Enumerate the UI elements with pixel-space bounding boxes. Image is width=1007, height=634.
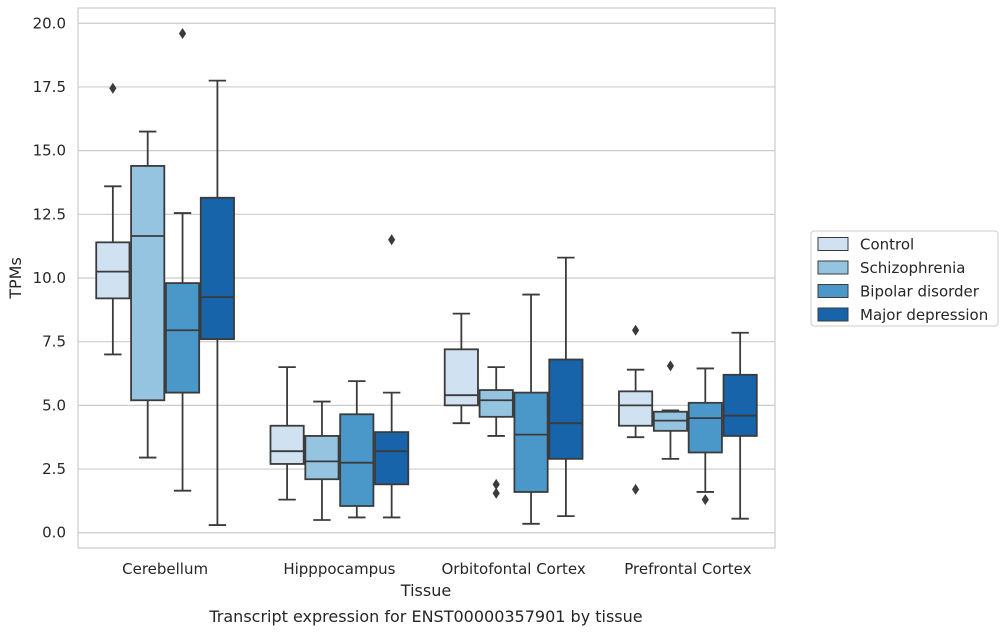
legend-label: Schizophrenia (860, 259, 965, 277)
y-tick-label: 7.5 (42, 333, 66, 351)
x-tick-label: Orbitofontal Cortex (442, 560, 586, 578)
box-iqr (722, 373, 758, 437)
x-tick-label: Cerebellum (122, 560, 208, 578)
box-iqr (339, 413, 375, 507)
box-2-2 (513, 293, 549, 525)
x-tick-label: Prefrontal Cortex (624, 560, 751, 578)
box-1-0 (269, 366, 305, 501)
y-tick-label: 12.5 (33, 205, 66, 223)
x-axis-title: Tissue (400, 581, 451, 600)
box-iqr (304, 435, 340, 481)
box-groups (95, 27, 758, 526)
legend-label: Control (860, 236, 914, 254)
box-iqr (478, 389, 514, 418)
box-3-0 (618, 324, 654, 495)
y-tick-label: 20.0 (33, 14, 66, 32)
legend: Control Schizophrenia Bipolar disorder Majo… (810, 230, 999, 327)
y-tick-label: 2.5 (42, 460, 66, 478)
box-0-0 (95, 82, 131, 356)
box-3-2 (687, 367, 723, 506)
box-iqr (269, 424, 305, 465)
legend-swatch (817, 284, 849, 298)
box-iqr (687, 401, 723, 454)
y-tick-label: 17.5 (33, 78, 66, 96)
box-2-3 (548, 256, 584, 518)
box-iqr (199, 196, 235, 341)
legend-label: Major depression (860, 306, 988, 324)
box-iqr (374, 431, 410, 486)
box-3-3 (722, 331, 758, 520)
outlier-point (492, 478, 500, 490)
outlier-point (492, 487, 500, 499)
legend-entries: Control Schizophrenia Bipolar disorder Majo… (817, 236, 988, 324)
x-tick-label: Hipppocampus (283, 560, 395, 578)
y-tick-label: 10.0 (33, 269, 66, 287)
outlier-point (632, 483, 640, 495)
box-0-2 (165, 27, 201, 492)
outlier-point (666, 360, 675, 372)
legend-frame (810, 230, 999, 327)
legend-swatch (817, 260, 849, 275)
outlier-point (701, 494, 709, 506)
x-tick-labels: Cerebellum Hipppocampus Orbitofontal Corte… (122, 560, 751, 578)
box-3-1 (652, 360, 688, 460)
box-1-2 (339, 380, 375, 519)
box-iqr (165, 282, 201, 394)
box-0-1 (130, 130, 166, 459)
legend-swatch (817, 307, 849, 322)
y-tick-label: 5.0 (42, 396, 66, 414)
box-iqr (618, 390, 654, 427)
legend-label: Bipolar disorder (860, 283, 980, 301)
box-iqr (95, 241, 131, 300)
outlier-point (388, 234, 396, 246)
chart-caption: Transcript expression for ENST0000035790… (208, 607, 642, 626)
box-2-1 (478, 366, 514, 499)
y-tick-labels: 0.0 2.5 5.0 7.5 10.0 12.5 15.0 17.5 20.0 (33, 14, 66, 541)
box-iqr (513, 391, 549, 493)
box-iqr (443, 348, 479, 407)
legend-swatch (817, 237, 849, 251)
box-iqr (130, 165, 166, 402)
y-tick-label: 0.0 (42, 524, 66, 542)
outlier-point (109, 82, 117, 94)
box-2-0 (443, 312, 479, 425)
box-1-3 (374, 234, 410, 519)
y-tick-label: 15.0 (33, 142, 66, 160)
box-0-3 (199, 79, 235, 526)
box-iqr (548, 358, 584, 460)
grid-lines (78, 22, 775, 534)
y-axis-title: TPMs (6, 257, 25, 300)
outlier-point (178, 27, 187, 39)
box-1-1 (304, 400, 340, 521)
outlier-point (632, 324, 640, 336)
